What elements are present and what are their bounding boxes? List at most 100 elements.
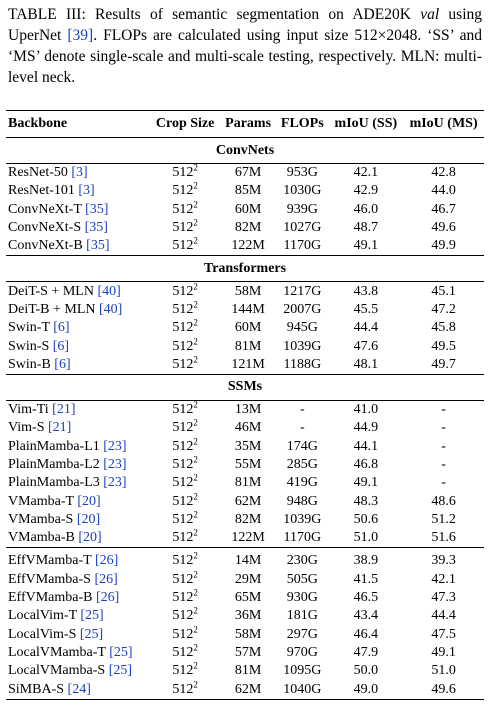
ms-cell: 46.7 [431, 201, 456, 217]
flops-cell: - [299, 420, 305, 436]
flops-cell: 1039G [283, 511, 322, 527]
crop-base: 512 [172, 571, 194, 587]
crop-cell: 5122 [150, 180, 220, 200]
backbone-name: Swin-T [8, 320, 50, 336]
params-cell: 36M [234, 608, 262, 624]
ss-cell: 46.8 [353, 457, 379, 472]
crop-exp: 2 [193, 642, 198, 653]
data-row: DeiT-S + MLN [40] 5122 58M 1217G 43.8 45.1 [6, 281, 484, 301]
backbone-cell: LocalVim-T [25] [6, 607, 150, 625]
data-row: EffVMamba-T [26] 5122 14M 230G 38.9 39.3 [6, 547, 484, 571]
ms-cell: 49.7 [431, 356, 456, 372]
citation: [26] [96, 590, 120, 606]
citation: [25] [80, 608, 104, 624]
data-row: Swin-B [6] 5122 121M 1188G 48.1 49.7 [6, 355, 484, 375]
citation: [35] [86, 238, 110, 254]
flops-cell: 939G [286, 201, 318, 217]
backbone-name: VMamba-T [8, 493, 74, 509]
data-row: VMamba-S [20] 5122 82M 1039G 50.6 51.2 [6, 510, 484, 529]
params-cell: 29M [234, 571, 262, 587]
data-row: ConvNeXt-T [35] 5122 60M 939G 46.0 46.7 [6, 200, 484, 219]
crop-exp: 2 [193, 624, 198, 635]
group-row: SSMs [6, 373, 484, 401]
caption-text: Results of semantic segmentation on ADE2… [95, 6, 411, 23]
ss-cell: 49.1 [353, 475, 379, 491]
params-cell: 85M [234, 183, 262, 199]
ss-cell: 46.5 [353, 590, 379, 606]
ms-cell: 49.9 [431, 238, 456, 254]
caption-text: using UperNet [8, 6, 482, 44]
crop-base: 512 [172, 590, 194, 606]
crop-cell: 5122 [150, 218, 220, 237]
crop-base: 512 [172, 183, 194, 199]
backbone-cell: DeiT-S + MLN [40] [6, 282, 150, 301]
backbone-name: VMamba-S [8, 511, 74, 527]
backbone-cell: LocalVMamba-T [25] [6, 644, 150, 662]
ss-cell: 49.0 [353, 681, 379, 697]
ss-cell: 46.4 [353, 626, 379, 642]
backbone-cell: LocalVim-S [25] [6, 626, 150, 644]
backbone-name: EffVMamba-S [8, 571, 91, 587]
data-row: SiMBA-S [24] 5122 62M 1040G 49.0 49.6 [6, 679, 484, 700]
citation: [25] [108, 663, 133, 679]
citation: [35] [85, 201, 109, 217]
ss-cell: 41.0 [353, 402, 379, 418]
crop-cell: 5122 [150, 281, 220, 301]
results-table: Backbone Crop Size Params FLOPs mIoU (SS) mIo… [6, 110, 484, 700]
ms-cell: 49.1 [431, 644, 456, 660]
crop-cell: 5122 [150, 642, 220, 662]
crop-base: 512 [172, 608, 194, 624]
flops-cell: 1040G [283, 681, 322, 697]
data-row: ConvNeXt-B [35] 5122 122M 1170G 49.1 49.9 [6, 236, 484, 256]
params-cell: 122M [231, 238, 265, 254]
params-cell: 58M [234, 626, 262, 642]
data-row: PlainMamba-L3 [23] 5122 81M 419G 49.1- [6, 473, 484, 492]
group-row: ConvNets [6, 137, 484, 164]
backbone-cell: ConvNeXt-B [35] [6, 237, 150, 256]
crop-base: 512 [172, 165, 194, 181]
data-row: VMamba-T [20] 5122 62M 948G 48.3 48.6 [6, 491, 484, 510]
crop-exp: 2 [193, 660, 198, 671]
backbone-name: PlainMamba-L3 [8, 475, 100, 491]
citation: [3] [71, 165, 88, 181]
backbone-cell: SiMBA-S [24] [6, 680, 150, 699]
crop-base: 512 [172, 420, 194, 436]
backbone-name: LocalVim-T [8, 608, 77, 624]
params-cell: 67M [234, 165, 262, 181]
header-row: Backbone Crop Size Params FLOPs mIoU (SS) mIo… [6, 110, 484, 138]
data-row: ConvNeXt-S [35] 5122 82M 1027G 48.7 49.6 [6, 218, 484, 237]
crop-base: 512 [172, 493, 194, 509]
backbone-name: VMamba-B [8, 530, 75, 546]
ms-cell: 49.6 [431, 220, 456, 236]
flops-cell: 2007G [283, 301, 322, 317]
crop-base: 512 [172, 356, 194, 372]
ss-cell: 47.6 [353, 338, 379, 354]
crop-cell: 5122 [150, 436, 220, 456]
params-cell: 122M [231, 530, 265, 546]
backbone-name: EffVMamba-B [8, 590, 93, 606]
data-row: Swin-S [6] 5122 81M 1039G 47.6 49.5 [6, 336, 484, 355]
ms-cell: 45.1 [431, 283, 456, 299]
ss-cell: 51.0 [353, 530, 379, 546]
ms-cell: 47.3 [431, 590, 456, 606]
params-cell: 81M [234, 663, 262, 679]
backbone-name: ConvNeXt-B [8, 238, 83, 254]
crop-exp: 2 [193, 399, 198, 410]
params-cell: 82M [234, 511, 262, 527]
backbone-name: Swin-B [8, 356, 51, 372]
flops-cell: 1095G [283, 663, 322, 679]
citation: [21] [52, 402, 76, 418]
backbone-name: ResNet-50 [8, 165, 68, 181]
crop-exp: 2 [193, 436, 198, 447]
crop-base: 512 [172, 301, 194, 317]
flops-cell: 1188G [283, 356, 322, 372]
ms-cell: 45.8 [431, 320, 456, 336]
data-row: LocalVim-T [25] 5122 36M 181G 43.4 44.4 [6, 606, 484, 625]
crop-exp: 2 [193, 180, 198, 191]
citation: [6] [54, 356, 71, 372]
crop-exp: 2 [193, 299, 198, 310]
ms-cell: 48.6 [431, 493, 456, 509]
ms-cell: 51.2 [431, 511, 456, 527]
flops-cell: 1217G [283, 283, 322, 299]
ss-cell: 44.4 [353, 320, 379, 336]
